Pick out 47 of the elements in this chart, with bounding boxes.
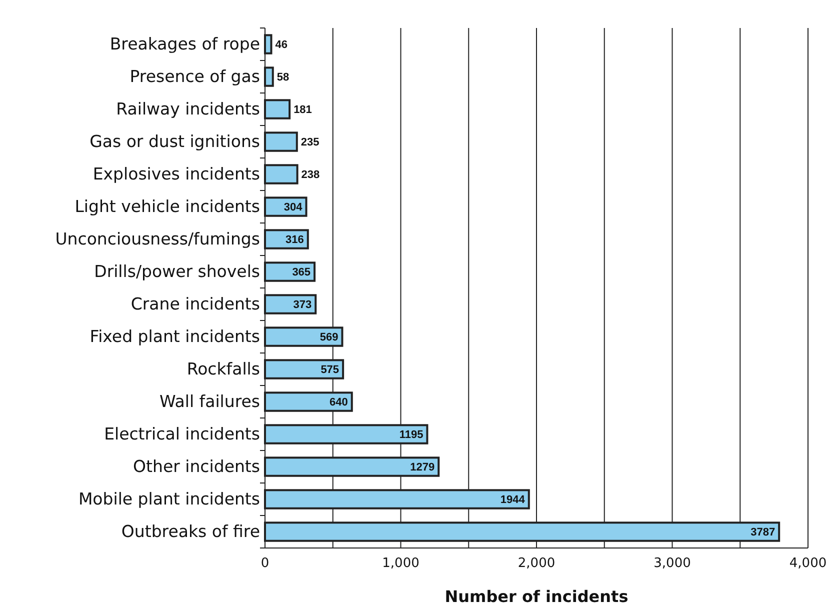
y-tick-label: Unconciousness/fumings (55, 230, 260, 249)
data-label: 373 (293, 299, 312, 312)
y-tick-label: Outbreaks of fire (121, 522, 260, 542)
data-label: 3787 (750, 526, 776, 539)
data-label: 181 (294, 104, 312, 116)
data-label: 304 (284, 202, 304, 214)
y-tick-label: Crane incidents (130, 294, 260, 314)
y-tick-label: Railway incidents (116, 100, 260, 119)
data-label: 58 (276, 72, 290, 84)
bar (264, 132, 298, 152)
bar (264, 34, 272, 54)
data-label: 640 (330, 396, 348, 409)
bar (264, 164, 298, 184)
data-label: 1944 (500, 494, 526, 506)
data-label: 46 (275, 39, 288, 52)
data-label: 365 (292, 266, 311, 279)
y-tick-label: Gas or dust ignitions (90, 132, 260, 152)
data-label: 316 (286, 234, 304, 246)
y-tick-label: Light vehicle incidents (74, 197, 260, 216)
data-label: 235 (300, 136, 320, 149)
y-tick-label: Other incidents (133, 457, 260, 476)
data-label: 575 (320, 364, 340, 376)
bar (264, 99, 291, 120)
bar (264, 294, 317, 314)
data-label: 1195 (399, 429, 424, 442)
data-label: 238 (301, 169, 320, 182)
y-tick-label: Mobile plant incidents (78, 490, 260, 509)
x-axis-title: Number of incidents (444, 587, 628, 606)
y-tick-label: Fixed plant incidents (90, 327, 260, 346)
data-label: 569 (320, 332, 338, 344)
x-tick-label: 2,000 (518, 556, 556, 572)
y-tick-label: Explosives incidents (92, 164, 260, 184)
x-tick-label: 3,000 (654, 556, 691, 572)
x-tick-label: 4,000 (789, 556, 827, 572)
bar (264, 66, 274, 87)
y-tick-label: Presence of gas (130, 67, 260, 86)
bar (264, 262, 316, 282)
y-tick-label: Electrical incidents (104, 424, 260, 444)
y-tick-label: Drills/power shovels (94, 262, 260, 282)
bar (264, 196, 308, 217)
y-tick-label: Breakages of rope (110, 34, 260, 54)
y-tick-label: Wall failures (160, 392, 260, 412)
x-tick-label: 1,000 (382, 556, 420, 572)
bar (264, 229, 309, 250)
data-label: 1279 (410, 462, 435, 474)
x-tick-label: 0 (260, 556, 270, 572)
y-tick-label: Rockfalls (186, 360, 260, 379)
